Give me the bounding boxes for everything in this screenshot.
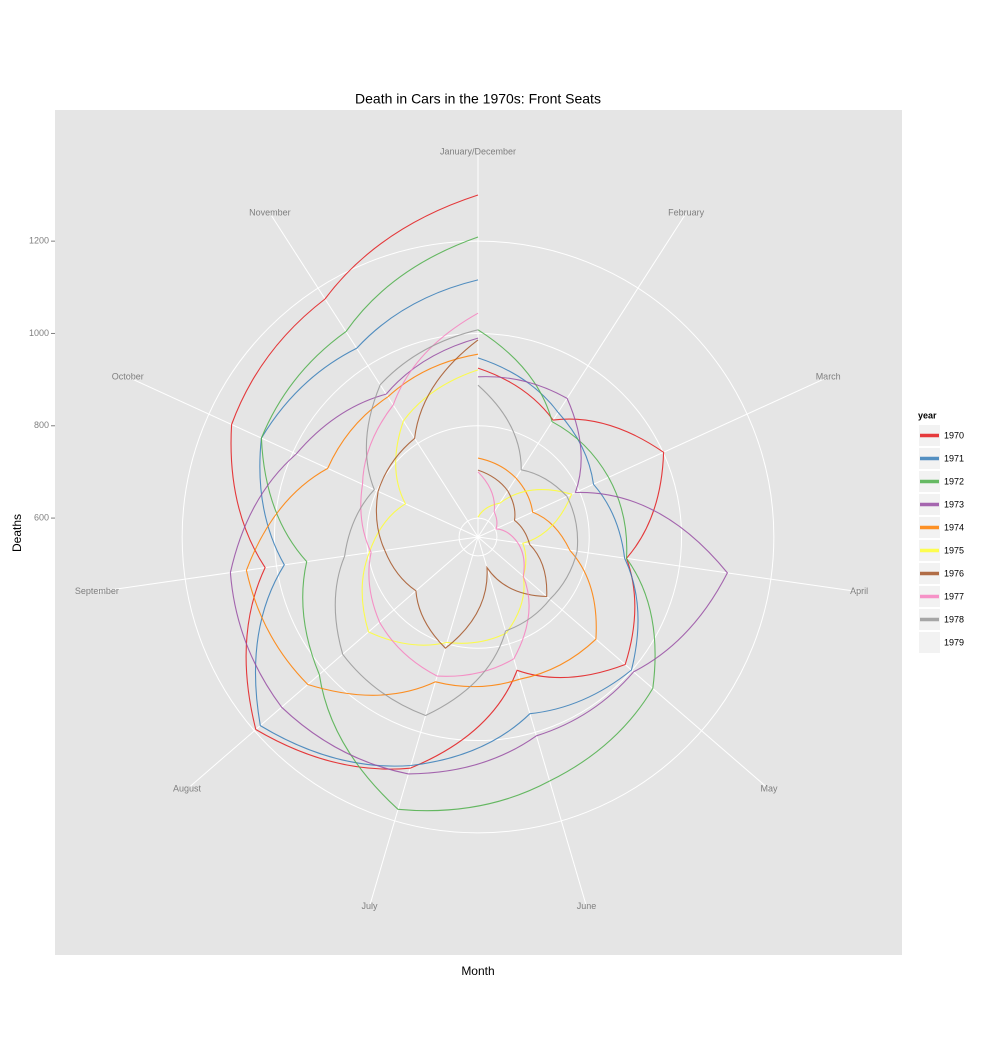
grid-spoke (477, 536, 860, 593)
legend-label: 1979 (944, 637, 964, 647)
x-tick-label: May (760, 783, 778, 793)
x-tick-label: March (816, 371, 841, 381)
legend-label: 1978 (944, 614, 964, 624)
x-tick-label: April (850, 586, 868, 596)
grid-spoke (127, 376, 479, 538)
legend-title: year (918, 410, 937, 420)
y-axis-label: Deaths (10, 514, 24, 552)
y-tick-label: 600 (34, 512, 49, 522)
legend-label: 1972 (944, 476, 964, 486)
legend-label: 1974 (944, 522, 964, 532)
grid-spoke (186, 536, 479, 790)
x-tick-label: February (668, 207, 705, 217)
grid-spoke (477, 376, 829, 538)
x-tick-label: July (362, 901, 379, 911)
series-line (260, 236, 656, 812)
x-tick-label: August (173, 783, 202, 793)
grid-spoke (369, 536, 479, 907)
legend-label: 1977 (944, 591, 964, 601)
series-line (360, 312, 530, 677)
series-line (361, 369, 573, 646)
x-tick-label: October (112, 371, 144, 381)
grid-spoke (477, 212, 687, 538)
x-tick-label: September (75, 586, 119, 596)
legend-label: 1976 (944, 568, 964, 578)
series-line (375, 339, 548, 649)
grid-spoke (96, 536, 479, 593)
grid-spoke (477, 536, 587, 907)
series-line (245, 353, 597, 696)
x-tick-label: November (249, 207, 291, 217)
grid-spoke (269, 212, 479, 538)
series-line (334, 329, 579, 717)
series-line (229, 337, 729, 775)
legend-label: 1975 (944, 545, 964, 555)
grid-spoke (477, 536, 770, 790)
legend-label: 1973 (944, 499, 964, 509)
x-tick-label: January/December (440, 146, 516, 156)
y-tick-label: 1000 (29, 328, 49, 338)
chart-title: Death in Cars in the 1970s: Front Seats (355, 91, 601, 107)
legend-key (919, 632, 940, 653)
y-tick-label: 800 (34, 420, 49, 430)
x-axis-label: Month (461, 964, 494, 978)
series-line (230, 194, 665, 770)
legend-label: 1970 (944, 430, 964, 440)
legend-label: 1971 (944, 453, 964, 463)
y-tick-label: 1200 (29, 236, 49, 246)
x-tick-label: June (577, 901, 597, 911)
series-line (254, 279, 639, 767)
